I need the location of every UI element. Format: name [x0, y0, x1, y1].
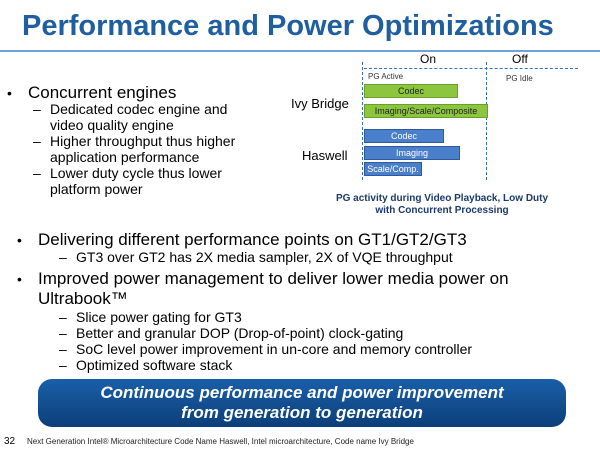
sub-bullet: – Better and granular DOP (Drop-of-point…: [59, 325, 404, 341]
bullet-dot-icon: •: [7, 85, 12, 101]
slide-title: Performance and Power Optimizations: [22, 10, 554, 42]
summary-banner: Continuous performance and power improve…: [38, 379, 566, 427]
sub-bullet: – Slice power gating for GT3: [59, 309, 242, 325]
sub-bullet: – Optimized software stack: [59, 357, 233, 373]
haswell-imaging-bar: Imaging: [364, 146, 460, 160]
pg-idle-label: PG Idle: [506, 74, 533, 83]
bullet-dot-icon: •: [17, 271, 22, 287]
on-off-divider: [486, 62, 487, 180]
dash-icon: –: [59, 309, 67, 325]
banner-line2: from generation to generation: [181, 403, 423, 422]
on-label: On: [420, 52, 437, 66]
footer-disclaimer: Next Generation Intel® Microarchitecture…: [27, 437, 414, 446]
diagram-caption-line1: PG activity during Video Playback, Low D…: [335, 193, 549, 204]
dash-icon: –: [59, 325, 67, 341]
bullet-text: Concurrent engines: [28, 83, 177, 102]
sub-bullet-continuation: video quality engine: [50, 117, 174, 133]
bullet-dot-icon: •: [17, 232, 22, 248]
dash-icon: –: [33, 133, 41, 149]
sub-bullet: – Lower duty cycle thus lower: [33, 165, 222, 181]
dash-icon: –: [59, 341, 67, 357]
haswell-scale-bar: Scale/Comp.: [364, 162, 422, 176]
ivy-imaging-bar: Imaging/Scale/Composite: [364, 104, 488, 118]
ivy-bridge-label: Ivy Bridge: [291, 96, 349, 111]
dash-icon: –: [33, 165, 41, 181]
pg-active-label: PG Active: [368, 72, 404, 81]
sub-bullet: – SoC level power improvement in un-core…: [59, 341, 473, 357]
diagram-caption-line2: with Concurrent Processing: [375, 205, 509, 216]
haswell-label: Haswell: [302, 148, 348, 163]
dash-icon: –: [33, 101, 41, 117]
timeline-start-line: [362, 62, 363, 180]
bullet-power-management: • Improved power management to deliver l…: [17, 269, 509, 288]
banner-line1: Continuous performance and power improve…: [100, 383, 504, 402]
haswell-codec-bar: Codec: [364, 129, 444, 143]
sub-bullet: – Dedicated codec engine and: [33, 101, 228, 117]
ivy-codec-bar: Codec: [364, 84, 458, 98]
dash-icon: –: [59, 249, 67, 265]
sub-bullet: – GT3 over GT2 has 2X media sampler, 2X …: [59, 249, 453, 265]
timeline-arrow: [364, 68, 578, 69]
page-number: 32: [4, 436, 16, 447]
sub-bullet-continuation: platform power: [50, 181, 143, 197]
sub-bullet-continuation: application performance: [50, 149, 200, 165]
dash-icon: –: [59, 357, 67, 373]
off-label: Off: [512, 52, 528, 66]
bullet-continuation: Ultrabook™: [38, 289, 128, 308]
bullet-concurrent-engines: • Concurrent engines: [7, 83, 177, 102]
bullet-performance-points: • Delivering different performance point…: [17, 230, 467, 249]
sub-bullet: – Higher throughput thus higher: [33, 133, 236, 149]
title-divider: [0, 50, 600, 52]
